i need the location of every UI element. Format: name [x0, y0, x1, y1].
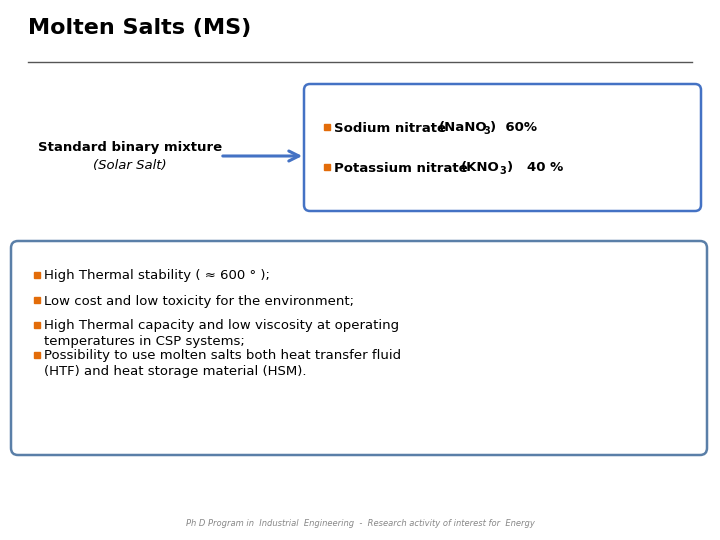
Text: 3: 3 [483, 126, 490, 137]
Text: (HTF) and heat storage material (HSM).: (HTF) and heat storage material (HSM). [44, 366, 307, 379]
Text: Sodium nitrate: Sodium nitrate [334, 122, 446, 134]
Text: 3: 3 [499, 166, 505, 177]
FancyBboxPatch shape [304, 84, 701, 211]
Text: Standard binary mixture: Standard binary mixture [38, 141, 222, 154]
Bar [34, 272, 40, 278]
Text: (Solar Salt): (Solar Salt) [93, 159, 167, 172]
Bar [34, 322, 40, 328]
Text: )  60%: ) 60% [490, 122, 537, 134]
Text: High Thermal capacity and low viscosity at operating: High Thermal capacity and low viscosity … [44, 320, 399, 333]
Text: Low cost and low toxicity for the environment;: Low cost and low toxicity for the enviro… [44, 294, 354, 307]
Bar [324, 164, 330, 170]
Bar [324, 124, 330, 130]
Text: High Thermal stability ( ≈ 600 ° );: High Thermal stability ( ≈ 600 ° ); [44, 269, 270, 282]
Bar [34, 297, 40, 303]
Text: (NaNO: (NaNO [439, 122, 487, 134]
Bar [34, 352, 40, 358]
Text: Potassium nitrate: Potassium nitrate [334, 161, 467, 174]
Text: Ph D Program in  Industrial  Engineering  -  Research activity of interest for  : Ph D Program in Industrial Engineering -… [186, 519, 534, 529]
Text: )   40 %: ) 40 % [507, 161, 563, 174]
Text: temperatures in CSP systems;: temperatures in CSP systems; [44, 335, 245, 348]
Text: Molten Salts (MS): Molten Salts (MS) [28, 18, 251, 38]
Text: Possibility to use molten salts both heat transfer fluid: Possibility to use molten salts both hea… [44, 349, 401, 362]
Text: (KNO: (KNO [461, 161, 500, 174]
FancyBboxPatch shape [11, 241, 707, 455]
